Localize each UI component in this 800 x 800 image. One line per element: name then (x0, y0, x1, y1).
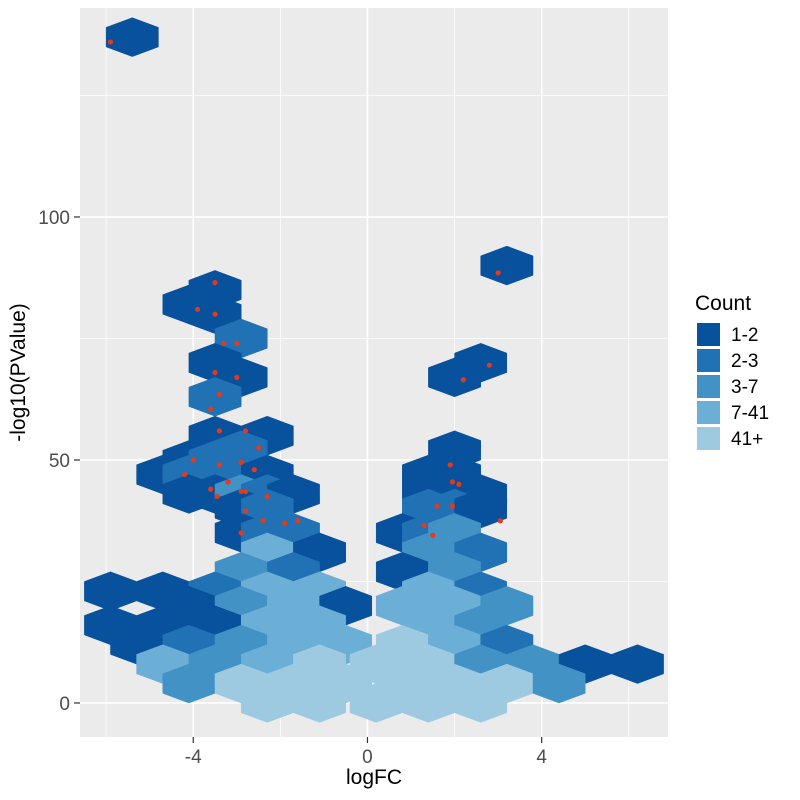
data-point (255, 445, 262, 451)
data-point (221, 340, 227, 346)
data-point (216, 391, 222, 397)
x-tick-label: 0 (362, 747, 373, 768)
data-point (208, 486, 214, 492)
data-point (216, 428, 222, 434)
data-point (295, 518, 301, 524)
point-layer (107, 39, 503, 538)
y-tick-label: 100 (38, 208, 70, 229)
legend-swatch (697, 401, 720, 424)
data-point (234, 340, 240, 346)
data-point (190, 457, 196, 463)
hexbin (454, 683, 508, 723)
hexbin (532, 663, 586, 704)
legend-swatch (697, 375, 720, 398)
legend-title: Count (695, 292, 751, 315)
data-point (238, 530, 244, 536)
hexbin (480, 245, 534, 286)
data-point (216, 462, 222, 468)
data-point (212, 369, 218, 376)
y-tick-label: 0 (59, 694, 70, 715)
data-point (434, 503, 440, 509)
data-point (495, 270, 501, 276)
y-axis-title: -log10(PValue) (7, 303, 30, 442)
data-point (460, 377, 466, 383)
data-point (181, 471, 188, 478)
data-point (456, 481, 462, 487)
data-point (195, 306, 201, 312)
legend-label: 1-2 (731, 325, 758, 346)
data-point (208, 406, 214, 412)
data-point (234, 374, 240, 380)
data-point (238, 488, 244, 495)
data-point (497, 518, 503, 524)
hexbin-layer (84, 17, 664, 723)
axes: -4 0 4 0 50 100 (38, 208, 547, 768)
data-point (486, 362, 493, 368)
data-point (282, 520, 288, 526)
data-point (449, 479, 455, 485)
legend-label: 2-3 (731, 351, 758, 372)
x-tick-label: -4 (185, 747, 202, 768)
data-point (260, 518, 266, 524)
data-point (242, 428, 249, 434)
x-tick-label: 4 (536, 747, 547, 768)
legend-swatch (697, 349, 720, 372)
data-point (430, 532, 436, 538)
data-point (251, 467, 257, 473)
legend-swatch (697, 323, 720, 346)
data-point (242, 488, 249, 495)
data-point (107, 39, 114, 45)
data-point (447, 462, 453, 468)
data-point (238, 459, 244, 466)
hexbin (105, 17, 159, 57)
data-point (242, 508, 249, 514)
legend-swatch (697, 427, 720, 450)
hexbin (611, 644, 664, 684)
legend-label: 3-7 (731, 377, 758, 398)
hexbin (428, 357, 481, 398)
legend-label: 41+ (731, 429, 763, 450)
data-point (212, 279, 218, 286)
data-point (421, 522, 427, 529)
legend-label: 7-41 (731, 403, 769, 424)
data-point (212, 311, 218, 317)
legend: Count 1-2 2-3 3-7 7-41 41+ (695, 292, 769, 450)
x-axis-title: logFC (346, 766, 402, 789)
hexbin (293, 683, 346, 723)
data-point (225, 479, 231, 485)
data-point (264, 493, 270, 500)
data-point (449, 503, 455, 509)
data-point (214, 493, 220, 500)
y-tick-label: 50 (49, 451, 70, 472)
